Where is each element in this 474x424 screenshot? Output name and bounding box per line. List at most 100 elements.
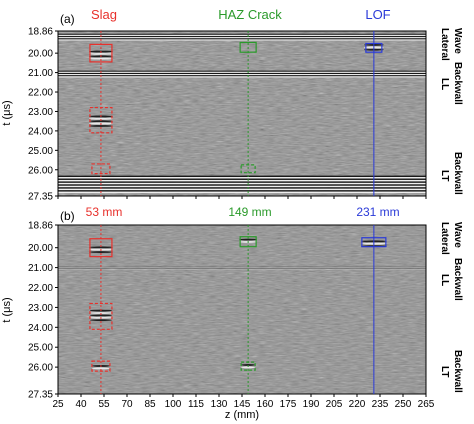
slag-echo-deep [89, 319, 112, 322]
x-tick-label: 265 [418, 399, 435, 410]
lt-backwall-band-light [58, 177, 426, 179]
panel-b-noise [58, 225, 426, 394]
lt-backwall-band-light [58, 182, 426, 185]
lateral-wave-label-b-2: Wave [452, 222, 463, 248]
ll-backwall-band-dark [58, 70, 426, 72]
slag-box-deep-a [89, 106, 113, 134]
panel-b-tag: (b) [60, 209, 75, 223]
y-tick-label: 26.00 [28, 165, 53, 176]
slag-box-deep-b [89, 302, 113, 330]
defect-overlays [89, 31, 387, 394]
ll-backwall-band-dark [58, 75, 426, 77]
panel-b-ticks: 18.86 20.00 21.00 22.00 23.00 24.00 25.00 26.00… [28, 221, 435, 411]
ll-backwall-label-a-2: Backwall [452, 62, 463, 105]
haz-box-b [239, 236, 257, 248]
x-axis-label: z (mm) [225, 409, 259, 421]
ll-backwall-band-light [58, 71, 426, 73]
lateral-wave-label-a: Lateral [439, 28, 450, 61]
x-tick-label: 220 [349, 399, 366, 410]
panel-a: 18.86 20.00 21.00 22.00 23.00 24.00 25.00 26.00… [28, 27, 427, 203]
ll-backwall-band-dark [58, 268, 426, 269]
slag-echo [88, 57, 113, 60]
ll-backwall-label-a: LL [439, 78, 450, 90]
slag-echo-deep [89, 314, 112, 317]
lt-backwall-label-a: LT [439, 170, 450, 181]
y-tick-label: 18.86 [28, 221, 53, 232]
slag-echo [88, 251, 113, 253]
lateral-wave-label-a-2: Wave [452, 28, 463, 54]
slag-echo-bottom [91, 367, 110, 370]
x-tick-label: 55 [98, 399, 110, 410]
y-tick-label: 23.00 [28, 303, 53, 314]
x-tick-label: 175 [280, 399, 297, 410]
slag-box-a [89, 43, 113, 63]
lt-backwall-band-dark [58, 175, 426, 178]
slag-echo-deep [88, 125, 113, 127]
lt-backwall-band-dark [58, 187, 426, 189]
y-axis-label-a: t (μs) [1, 100, 13, 125]
panel-b: 18.86 20.00 21.00 22.00 23.00 24.00 25.00 26.00… [28, 221, 435, 411]
y-tick-label: 27.35 [28, 192, 53, 203]
x-tick-label: 85 [144, 399, 156, 410]
haz-box-bottom-b [240, 361, 256, 371]
x-tick-label: 115 [188, 399, 204, 410]
y-tick-label: 20.00 [28, 243, 53, 254]
lt-backwall-band-dark [58, 184, 426, 186]
x-tick-label: 190 [303, 399, 320, 410]
ll-backwall-band-dark [58, 72, 426, 75]
lof-box-a [365, 42, 383, 53]
slag-echo-deep [88, 120, 113, 123]
y-tick-label: 27.35 [28, 390, 53, 401]
y-tick-label: 24.00 [28, 323, 53, 334]
x-tick-label: 25 [52, 399, 64, 410]
lt-backwall-band-dark [58, 178, 426, 180]
y-tick-label: 26.00 [28, 363, 53, 374]
panel-a-tag: (a) [60, 12, 75, 26]
slag-echo-deep [88, 117, 113, 120]
y-tick-label: 18.86 [28, 27, 53, 38]
slag-box-b [89, 238, 113, 258]
haz-box-a [239, 41, 257, 53]
y-tick-label: 24.00 [28, 126, 53, 137]
y-tick-label: 20.00 [28, 49, 53, 60]
lateral-wave-band-dark [58, 33, 426, 35]
y-tick-label: 21.00 [28, 263, 53, 274]
lt-backwall-band-light [58, 188, 426, 191]
ll-backwall-band-dark [58, 266, 426, 268]
haz-box-bottom-a [240, 164, 256, 174]
lt-backwall-label-a-2: Backwall [452, 152, 463, 195]
lt-backwall-band-light [58, 179, 426, 182]
x-tick-label: 160 [257, 399, 274, 410]
lof-header: LOF [365, 7, 390, 22]
slag-box-bottom-a [91, 163, 111, 175]
y-tick-label: 25.00 [28, 343, 53, 354]
ll-backwall-label-b-2: Backwall [452, 258, 463, 301]
lt-backwall-label-b: LT [439, 366, 450, 377]
y-tick-label: 22.00 [28, 283, 53, 294]
lateral-wave-band-light [58, 39, 426, 41]
slag-echo [88, 52, 113, 55]
haz-echo [239, 238, 258, 241]
lateral-wave-label-b: Lateral [439, 222, 450, 255]
ll-backwall-band-light [58, 268, 426, 270]
y-tick-label: 21.00 [28, 68, 53, 79]
x-tick-label: 235 [372, 399, 389, 410]
lateral-wave-band-light [58, 34, 426, 36]
lt-backwall-band-light [58, 191, 426, 194]
lof-position-label: 231 mm [356, 205, 399, 219]
x-tick-label: 130 [211, 399, 228, 410]
ll-backwall-band-light [58, 76, 426, 78]
x-tick-label: 100 [165, 399, 182, 410]
slag-position-label: 53 mm [86, 205, 123, 219]
panel-a-ticks: 18.86 20.00 21.00 22.00 23.00 24.00 25.00 26.00… [28, 27, 427, 203]
lt-backwall-label-b-2: Backwall [452, 350, 463, 393]
haz-echo-bottom [241, 366, 256, 369]
lateral-wave-band-dark [58, 35, 426, 38]
x-tick-label: 250 [395, 399, 412, 410]
panel-b-bands [58, 238, 426, 370]
lof-box-b [361, 237, 387, 248]
x-tick-label: 40 [75, 399, 87, 410]
ll-backwall-band-light [58, 74, 426, 76]
haz-header: HAZ Crack [218, 7, 282, 22]
